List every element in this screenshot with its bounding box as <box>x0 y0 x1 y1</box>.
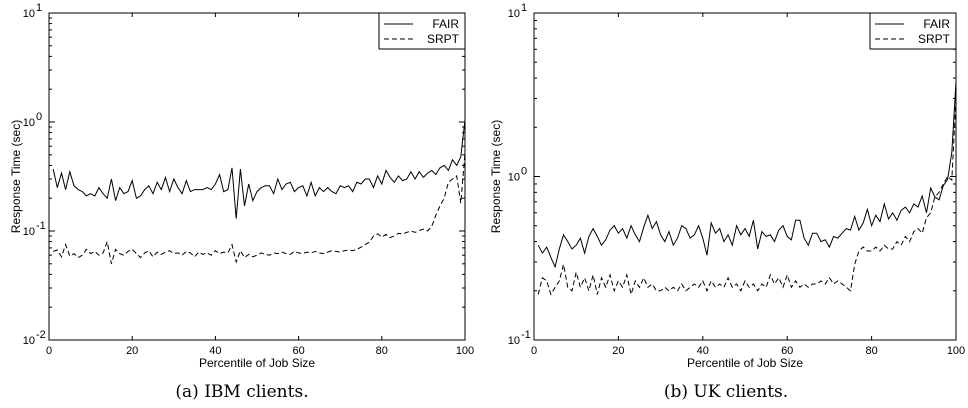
y-tick-label: 10 <box>508 335 520 347</box>
x-tick-label: 20 <box>126 345 138 357</box>
series-line-srpt <box>537 98 957 297</box>
y-tick-label: 10 <box>23 8 35 20</box>
x-axis-label: Percentile of Job Size <box>687 356 803 370</box>
x-tick-label: 40 <box>697 345 709 357</box>
legend-label-srpt: SRPT <box>918 32 951 46</box>
x-tick-label: 20 <box>612 345 624 357</box>
y-tick-label: 10 <box>508 172 520 184</box>
x-tick-label: 40 <box>209 345 221 357</box>
plot-frame <box>533 12 957 341</box>
legend-label-srpt: SRPT <box>427 32 460 46</box>
y-tick-label: 10 <box>23 335 35 347</box>
x-tick-label: 80 <box>865 345 877 357</box>
x-tick-label: 80 <box>376 345 388 357</box>
y-tick-label: 10 <box>23 226 35 238</box>
x-tick-label: 60 <box>781 345 793 357</box>
chart-panel-ibm: 0 20 40 60 80 100 10 -2 10 -1 10 0 10 1 Percentile of … <box>9 2 474 402</box>
legend-label-fair: FAIR <box>432 17 459 31</box>
x-tick-label: 60 <box>292 345 304 357</box>
y-tick-label-exponent: -1 <box>521 329 531 341</box>
x-tick-label: 0 <box>46 345 52 357</box>
x-tick-label: 0 <box>531 345 537 357</box>
y-tick-label-exponent: 0 <box>36 111 42 123</box>
series-line-fair <box>52 119 466 219</box>
x-tick-label: 100 <box>947 345 965 357</box>
y-tick-label-exponent: 1 <box>36 2 42 14</box>
y-tick-label: 10 <box>23 117 35 129</box>
caption-ibm: (a) IBM clients. <box>175 382 309 402</box>
y-tick-label-exponent: -2 <box>36 329 46 341</box>
y-axis-label: Response Time (sec) <box>9 120 23 233</box>
plot-frame <box>48 12 466 341</box>
y-tick-label: 10 <box>508 8 520 20</box>
legend-box <box>378 12 466 50</box>
x-tick-label: 100 <box>456 345 474 357</box>
series-line-fair <box>537 81 957 269</box>
legend-label-fair: FAIR <box>923 17 950 31</box>
caption-uk: (b) UK clients. <box>663 382 789 402</box>
series-line-srpt <box>53 152 466 264</box>
legend-box <box>869 12 957 50</box>
y-axis-label: Response Time (sec) <box>489 120 503 233</box>
x-axis-label: Percentile of Job Size <box>199 356 315 370</box>
y-tick-label-exponent: 1 <box>521 2 527 14</box>
y-tick-label-exponent: -1 <box>36 220 46 232</box>
y-tick-label-exponent: 0 <box>521 166 527 178</box>
chart-panel-uk: 0 20 40 60 80 100 10 -1 10 0 10 1 Percentile of Job … <box>484 0 968 408</box>
